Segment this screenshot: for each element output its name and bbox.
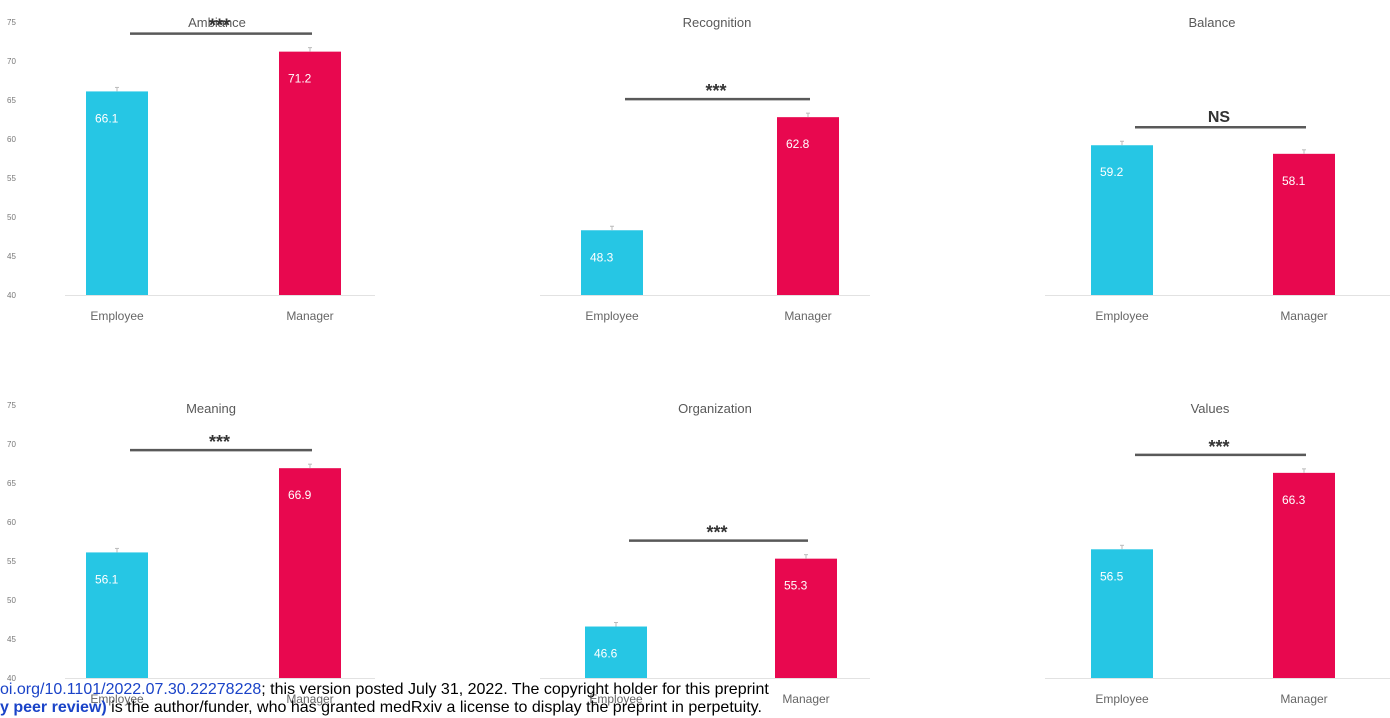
peer-review-label: y peer review) — [0, 699, 107, 716]
meaning-ytick-75: 75 — [7, 401, 16, 410]
organization-bar-manager — [775, 558, 837, 678]
balance-value-label-employee: 59.2 — [1100, 165, 1124, 179]
recognition-value-label-employee: 48.3 — [590, 250, 614, 264]
values-value-label-manager: 66.3 — [1282, 493, 1306, 507]
ambiance-significance-label: *** — [209, 16, 230, 36]
values-xtick-employee: Employee — [1095, 692, 1149, 706]
recognition-bar-manager — [777, 117, 839, 295]
ambiance-xtick-manager: Manager — [286, 309, 333, 323]
balance-xtick-employee: Employee — [1095, 309, 1149, 323]
organization-value-label-employee: 46.6 — [594, 647, 618, 661]
ambiance-chart-title: Ambiance — [188, 15, 246, 30]
meaning-ytick-70: 70 — [7, 440, 16, 449]
ambiance-value-label-employee: 66.1 — [95, 111, 119, 125]
footer-text-2: is the author/funder, who has granted me… — [106, 699, 762, 716]
preprint-footer-line-2: y peer review) is the author/funder, who… — [0, 699, 1100, 718]
meaning-ytick-45: 45 — [7, 635, 16, 644]
meaning-ytick-40: 40 — [7, 674, 16, 683]
organization-xtick-employee: Employee — [589, 692, 643, 706]
meaning-chart-title: Meaning — [186, 401, 236, 416]
balance-significance-label: NS — [1208, 109, 1231, 126]
recognition-value-label-manager: 62.8 — [786, 137, 810, 151]
ambiance-bar-employee — [86, 91, 148, 295]
ambiance-xtick-employee: Employee — [90, 309, 144, 323]
recognition-significance-label: *** — [705, 81, 726, 101]
meaning-ytick-65: 65 — [7, 479, 16, 488]
values-value-label-employee: 56.5 — [1100, 569, 1124, 583]
values-xtick-manager: Manager — [1280, 692, 1327, 706]
meaning-significance-label: *** — [209, 432, 230, 452]
balance-chart-title: Balance — [1189, 15, 1236, 30]
recognition-chart-title: Recognition — [683, 15, 752, 30]
balance-bar-employee — [1091, 145, 1153, 295]
ambiance-value-label-manager: 71.2 — [288, 72, 312, 86]
values-bar-employee — [1091, 549, 1153, 678]
values-bar-manager — [1273, 472, 1335, 678]
meaning-bar-employee — [86, 552, 148, 678]
organization-value-label-manager: 55.3 — [784, 579, 808, 593]
recognition-bar-employee — [581, 230, 643, 295]
meaning-value-label-manager: 66.9 — [288, 488, 312, 502]
ambiance-ytick-40: 40 — [7, 291, 16, 300]
meaning-xtick-manager: Manager — [286, 692, 333, 706]
organization-xtick-manager: Manager — [782, 692, 829, 706]
ambiance-ytick-45: 45 — [7, 252, 16, 261]
balance-value-label-manager: 58.1 — [1282, 174, 1306, 188]
balance-bar-manager — [1273, 153, 1335, 295]
ambiance-ytick-75: 75 — [7, 18, 16, 27]
meaning-ytick-55: 55 — [7, 557, 16, 566]
balance-xtick-manager: Manager — [1280, 309, 1327, 323]
values-significance-label: *** — [1208, 437, 1229, 457]
recognition-xtick-manager: Manager — [784, 309, 831, 323]
recognition-xtick-employee: Employee — [585, 309, 639, 323]
meaning-ytick-60: 60 — [7, 518, 16, 527]
ambiance-ytick-50: 50 — [7, 213, 16, 222]
ambiance-ytick-70: 70 — [7, 57, 16, 66]
meaning-bar-manager — [279, 468, 341, 678]
doi-link[interactable]: oi.org/10.1101/2022.07.30.22278228 — [0, 681, 262, 698]
ambiance-bar-manager — [279, 51, 341, 295]
organization-bar-employee — [585, 626, 647, 678]
values-chart-title: Values — [1191, 401, 1230, 416]
meaning-ytick-50: 50 — [7, 596, 16, 605]
organization-significance-label: *** — [706, 523, 727, 543]
meaning-xtick-employee: Employee — [90, 692, 144, 706]
meaning-value-label-employee: 56.1 — [95, 572, 119, 586]
ambiance-ytick-65: 65 — [7, 96, 16, 105]
footer-text-1: ; this version posted July 31, 2022. The… — [261, 681, 769, 698]
preprint-footer-line-1: oi.org/10.1101/2022.07.30.22278228; this… — [0, 681, 1100, 699]
ambiance-ytick-55: 55 — [7, 174, 16, 183]
ambiance-ytick-60: 60 — [7, 135, 16, 144]
organization-chart-title: Organization — [678, 401, 752, 416]
